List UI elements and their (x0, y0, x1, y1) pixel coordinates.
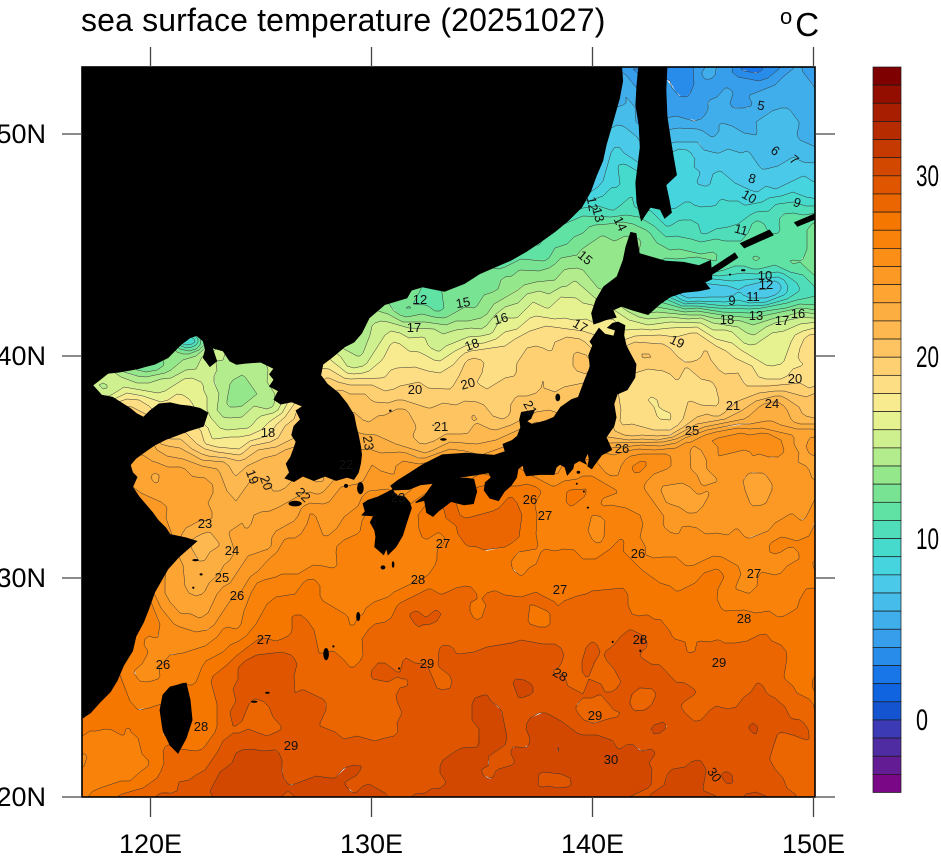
svg-text:26: 26 (156, 657, 170, 672)
svg-text:25: 25 (215, 570, 229, 585)
svg-text:27: 27 (257, 632, 271, 647)
svg-text:30: 30 (916, 160, 939, 193)
svg-text:140E: 140E (561, 829, 624, 858)
svg-text:30: 30 (704, 764, 725, 784)
svg-text:26: 26 (631, 546, 645, 561)
svg-text:19: 19 (667, 332, 686, 352)
svg-text:27: 27 (747, 566, 761, 581)
svg-text:130E: 130E (340, 829, 403, 858)
svg-text:23: 23 (198, 516, 212, 531)
svg-text:12: 12 (413, 292, 427, 307)
svg-text:9: 9 (791, 194, 803, 211)
svg-text:30N: 30N (0, 563, 46, 593)
svg-text:120E: 120E (119, 829, 182, 858)
svg-text:29: 29 (588, 708, 602, 723)
svg-text:24: 24 (765, 396, 779, 411)
svg-text:20: 20 (788, 371, 802, 386)
svg-text:12: 12 (759, 277, 773, 292)
svg-text:20: 20 (916, 341, 939, 374)
svg-text:150E: 150E (782, 829, 845, 858)
svg-text:23: 23 (391, 490, 405, 505)
svg-text:5: 5 (756, 97, 766, 113)
svg-text:27: 27 (436, 536, 450, 551)
svg-text:18: 18 (462, 335, 481, 354)
svg-text:12: 12 (584, 195, 601, 212)
svg-text:11: 11 (746, 289, 760, 304)
svg-text:29: 29 (712, 655, 726, 670)
svg-text:29: 29 (284, 738, 298, 753)
svg-text:13: 13 (589, 206, 607, 224)
svg-text:17: 17 (570, 315, 590, 335)
svg-text:22: 22 (339, 457, 353, 472)
svg-text:20: 20 (257, 473, 276, 492)
svg-text:0: 0 (916, 704, 928, 737)
svg-text:11: 11 (733, 221, 750, 239)
svg-text:10: 10 (758, 268, 772, 283)
svg-text:oC: oC (780, 4, 819, 43)
svg-text:26: 26 (230, 588, 244, 603)
svg-text:26: 26 (523, 492, 537, 507)
svg-text:28: 28 (550, 664, 570, 684)
svg-text:28: 28 (737, 611, 751, 626)
svg-text:27: 27 (538, 508, 552, 523)
svg-text:24: 24 (225, 543, 239, 558)
svg-text:30: 30 (604, 752, 618, 767)
svg-text:13: 13 (749, 308, 763, 323)
svg-text:14: 14 (611, 214, 631, 233)
svg-text:10: 10 (916, 523, 939, 556)
svg-text:9: 9 (728, 293, 735, 308)
svg-text:23: 23 (360, 434, 377, 451)
svg-text:17: 17 (775, 313, 789, 328)
svg-text:10: 10 (739, 186, 759, 206)
svg-text:16: 16 (492, 309, 510, 327)
svg-text:18: 18 (720, 312, 734, 327)
svg-text:29: 29 (420, 656, 434, 671)
svg-text:sea surface temperature (20251: sea surface temperature (20251027) (81, 2, 606, 38)
svg-text:8: 8 (747, 170, 758, 186)
svg-text:18: 18 (261, 425, 275, 440)
svg-text:16: 16 (791, 306, 805, 321)
svg-text:25: 25 (685, 423, 699, 438)
svg-text:28: 28 (633, 632, 647, 647)
svg-text:40N: 40N (0, 341, 46, 371)
svg-text:20N: 20N (0, 782, 46, 812)
svg-text:50N: 50N (0, 119, 46, 149)
svg-text:28: 28 (411, 572, 425, 587)
svg-text:26: 26 (615, 441, 629, 456)
svg-text:21: 21 (520, 398, 540, 418)
svg-text:15: 15 (454, 294, 471, 311)
svg-text:21: 21 (434, 419, 448, 434)
svg-text:20: 20 (459, 374, 477, 392)
svg-text:21: 21 (726, 398, 740, 413)
svg-text:28: 28 (194, 719, 208, 734)
svg-text:27: 27 (553, 582, 567, 597)
svg-text:19: 19 (243, 467, 262, 486)
svg-text:20: 20 (408, 382, 422, 397)
svg-text:17: 17 (407, 320, 421, 335)
